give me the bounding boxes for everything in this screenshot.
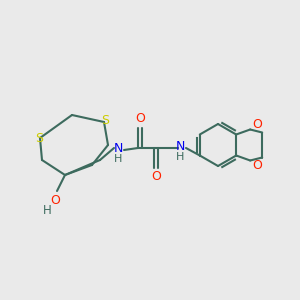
Text: H: H — [43, 203, 51, 217]
Text: N: N — [113, 142, 123, 155]
Text: S: S — [35, 131, 43, 145]
Text: O: O — [50, 194, 60, 208]
Text: O: O — [135, 112, 145, 125]
Text: H: H — [176, 152, 184, 162]
Text: S: S — [101, 115, 109, 128]
Text: O: O — [252, 159, 262, 172]
Text: H: H — [114, 154, 122, 164]
Text: O: O — [151, 170, 161, 184]
Text: N: N — [175, 140, 185, 154]
Text: O: O — [252, 118, 262, 131]
